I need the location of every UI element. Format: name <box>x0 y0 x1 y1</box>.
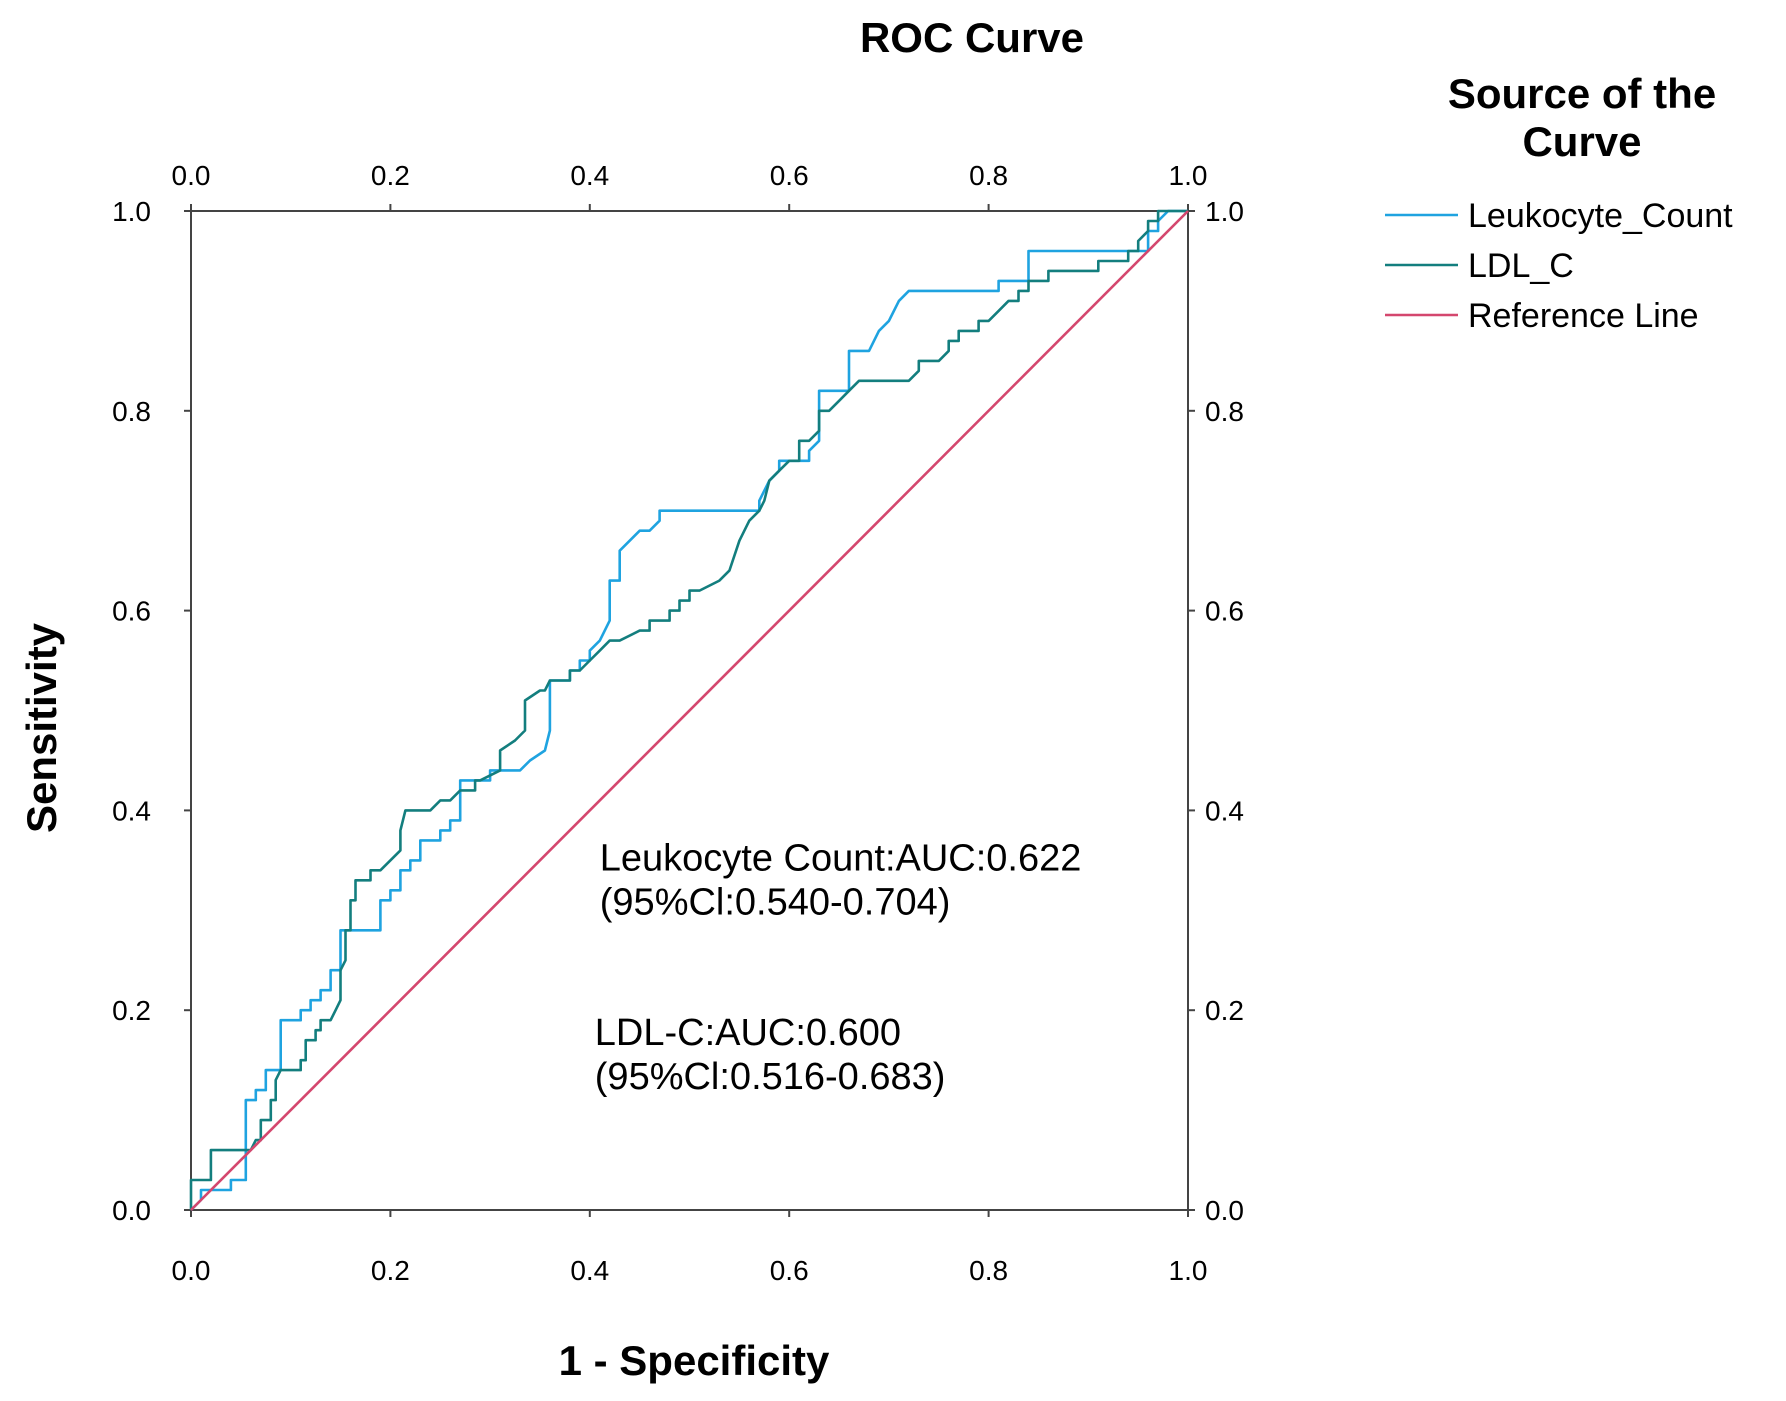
left-y-tick-labels: 0.0 0.2 0.4 0.6 0.8 1.0 <box>112 196 191 1226</box>
left-y-tick-label: 0.8 <box>112 396 151 427</box>
left-y-tick-label: 0.6 <box>112 596 151 627</box>
legend-label-leukocyte-count: Leukocyte_Count <box>1468 197 1733 235</box>
top-x-tick-label: 0.2 <box>371 160 410 191</box>
top-x-tick-label: 0.6 <box>770 160 809 191</box>
right-y-tick-label: 0.4 <box>1205 795 1244 826</box>
legend: Source of the Curve Leukocyte_Count LDL_C… <box>1385 70 1733 335</box>
bottom-x-tick-label: 1.0 <box>1169 1255 1208 1286</box>
right-y-tick-labels: 0.0 0.2 0.4 0.6 0.8 1.0 <box>1188 196 1244 1226</box>
series-line-leukocyte-count <box>190 209 1188 1211</box>
annotation-ldl-auc-line-2: (95%Cl:0.516-0.683) <box>595 1056 946 1098</box>
annotation-leukocyte-auc-line-1: Leukocyte Count:AUC:0.622 <box>600 837 1082 879</box>
series-layer <box>189 209 1189 1211</box>
annotation-leukocyte-auc-line-2: (95%Cl:0.540-0.704) <box>600 881 951 923</box>
right-y-tick-label: 0.8 <box>1205 396 1244 427</box>
top-x-tick-label: 1.0 <box>1169 160 1208 191</box>
left-y-tick-label: 0.2 <box>112 995 151 1026</box>
top-x-tick-label: 0.0 <box>172 160 211 191</box>
x-axis-label: 1 - Specificity <box>559 1337 830 1384</box>
bottom-x-tick-label: 0.6 <box>770 1255 809 1286</box>
legend-label-ldl-c: LDL_C <box>1468 247 1574 285</box>
left-y-tick-label: 1.0 <box>112 196 151 227</box>
legend-title-line-1: Source of the <box>1448 70 1716 117</box>
bottom-x-tick-label: 0.8 <box>969 1255 1008 1286</box>
bottom-x-tick-label: 0.4 <box>570 1255 609 1286</box>
top-x-tick-label: 0.4 <box>570 160 609 191</box>
left-y-tick-label: 0.4 <box>112 795 151 826</box>
plot-frame <box>190 210 1189 1211</box>
left-y-tick-label: 0.0 <box>112 1195 151 1226</box>
bottom-x-tick-label: 0.0 <box>172 1255 211 1286</box>
legend-entries: Leukocyte_Count LDL_C Reference Line <box>1385 197 1733 335</box>
annotation-layer: Leukocyte Count:AUC:0.622(95%Cl:0.540-0.… <box>595 837 1082 1098</box>
annotation-ldl-auc-line-1: LDL-C:AUC:0.600 <box>595 1012 901 1054</box>
right-y-tick-label: 0.2 <box>1205 995 1244 1026</box>
series-line-ldl-c <box>189 209 1188 1210</box>
legend-label-reference-line: Reference Line <box>1468 297 1699 335</box>
legend-title-line-2: Curve <box>1522 118 1641 165</box>
bottom-x-tick-labels: 0.0 0.2 0.4 0.6 0.8 1.0 <box>172 1210 1208 1286</box>
top-x-tick-labels: 0.0 0.2 0.4 0.6 0.8 1.0 <box>172 160 1208 211</box>
right-y-tick-label: 0.0 <box>1205 1195 1244 1226</box>
y-axis-label: Sensitivity <box>18 622 65 833</box>
bottom-x-tick-label: 0.2 <box>371 1255 410 1286</box>
chart-title: ROC Curve <box>860 14 1084 61</box>
right-y-tick-label: 1.0 <box>1205 196 1244 227</box>
top-x-tick-label: 0.8 <box>969 160 1008 191</box>
right-y-tick-label: 0.6 <box>1205 596 1244 627</box>
series-line-reference-line <box>190 210 1189 1211</box>
